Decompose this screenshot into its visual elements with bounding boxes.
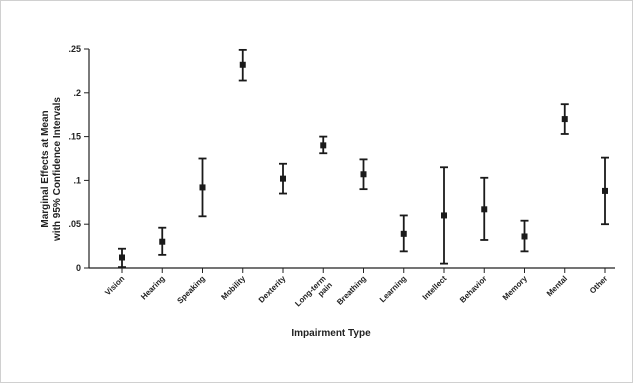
- axes: [88, 49, 615, 269]
- y-tick-label: .25: [68, 44, 81, 54]
- x-category-label-line: Mobility: [219, 274, 247, 302]
- y-tick-label: .15: [68, 132, 81, 142]
- error-bar-group: [118, 247, 126, 269]
- error-bar-group: [279, 162, 287, 195]
- point-estimate-marker: [561, 116, 568, 123]
- y-tick-label: .2: [73, 88, 81, 98]
- error-bar-group: [359, 158, 368, 191]
- error-bar-group: [158, 226, 167, 256]
- point-estimate-marker: [159, 238, 166, 245]
- data-marks: [118, 48, 609, 269]
- x-category-label-line: Intellect: [421, 274, 449, 302]
- x-category-label-line: Speaking: [175, 274, 207, 306]
- x-category-label: Speaking: [175, 274, 207, 306]
- error-bar-group: [440, 166, 448, 265]
- y-axis-ticks: 0 .05 .1 .15 .2 .25: [68, 44, 89, 273]
- x-category-label: Learning: [378, 274, 408, 304]
- error-bar-group: [601, 156, 609, 226]
- x-category-label: Mental: [545, 274, 569, 298]
- x-category-label-line: Breathing: [335, 274, 368, 307]
- error-bar-group: [198, 157, 207, 218]
- x-axis-category-labels: Vision Hearing Speaking Mobility Dexterity Lo…: [103, 268, 609, 315]
- x-category-label: Behavior: [458, 274, 489, 305]
- x-category-label: Mobility: [219, 274, 247, 302]
- point-estimate-marker: [360, 171, 367, 178]
- x-category-label: Long-termpain: [293, 274, 334, 315]
- point-estimate-marker: [199, 184, 206, 191]
- x-category-label-line: Mental: [545, 274, 569, 298]
- y-tick-label: .05: [68, 219, 81, 229]
- y-axis-title-line-2: with 95% Confidence Intervals: [52, 97, 63, 242]
- error-bar-group: [520, 219, 529, 253]
- x-category-label-line: Memory: [501, 274, 529, 302]
- y-axis-title-line-1: Marginal Effects at Mean: [40, 110, 51, 227]
- point-estimate-marker: [239, 61, 246, 68]
- x-category-label: Hearing: [139, 274, 167, 302]
- point-estimate-marker: [320, 142, 327, 149]
- point-estimate-marker: [441, 212, 447, 219]
- x-category-label: Vision: [103, 274, 126, 297]
- error-bar-group: [319, 135, 328, 155]
- error-bar-group: [480, 176, 489, 241]
- error-bar-group: [399, 214, 408, 253]
- point-estimate-marker: [521, 233, 528, 240]
- x-category-label: Breathing: [335, 274, 368, 307]
- point-estimate-marker: [119, 254, 125, 261]
- x-category-label-line: Hearing: [139, 274, 167, 302]
- x-axis-title: Impairment Type: [291, 328, 371, 339]
- error-bar-group: [560, 103, 569, 135]
- y-axis-title: Marginal Effects at Mean with 95% Confid…: [40, 97, 63, 242]
- y-tick-label: 0: [76, 263, 81, 273]
- x-category-label: Other: [588, 274, 609, 295]
- y-tick-label: .1: [73, 175, 81, 185]
- error-bar-group: [238, 48, 247, 82]
- x-category-label: Dexterity: [257, 274, 288, 305]
- x-category-label-line: Other: [588, 274, 609, 295]
- x-category-label-line: Dexterity: [257, 274, 288, 305]
- x-category-label: Memory: [501, 274, 529, 302]
- point-estimate-marker: [481, 206, 488, 213]
- x-category-label: Intellect: [421, 274, 449, 302]
- x-category-label-line: Learning: [378, 274, 408, 304]
- point-estimate-marker: [400, 230, 407, 237]
- x-category-label-line: Behavior: [458, 274, 489, 305]
- x-category-label-line: Vision: [103, 274, 126, 297]
- point-estimate-marker: [602, 187, 608, 194]
- point-estimate-marker: [280, 175, 286, 182]
